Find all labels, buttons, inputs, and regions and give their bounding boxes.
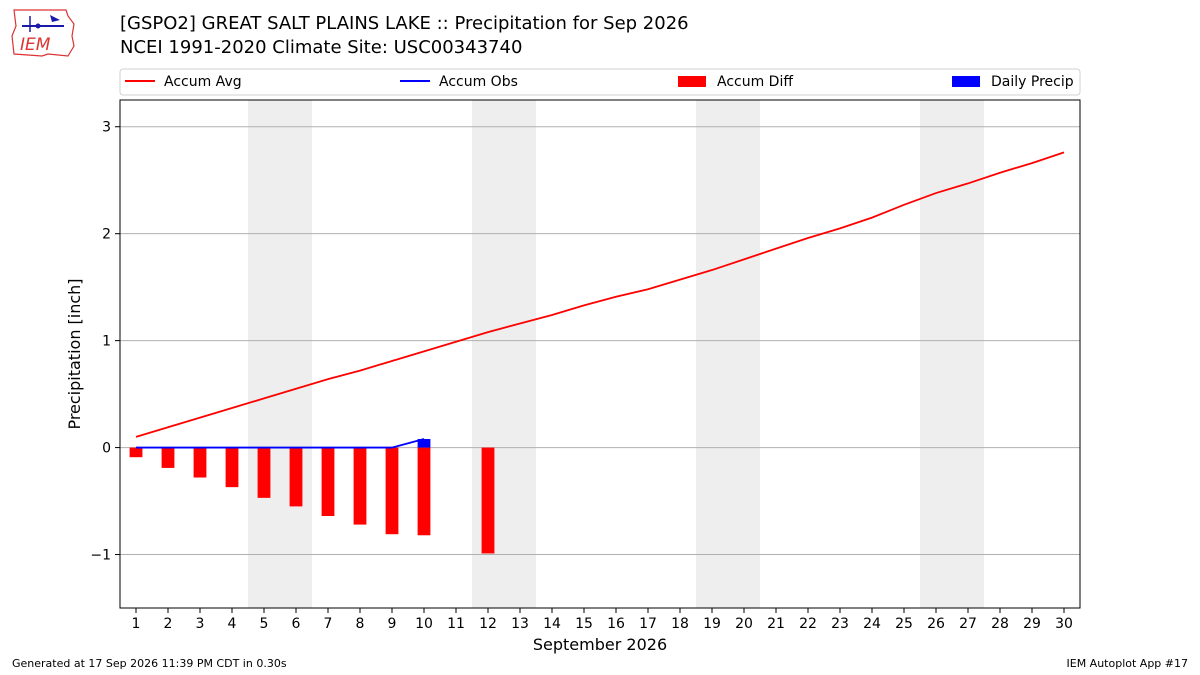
y-axis-label: Precipitation [inch] [65, 278, 84, 429]
chart-subtitle: NCEI 1991-2020 Climate Site: USC00343740 [120, 37, 523, 58]
x-tick-label: 10 [415, 616, 433, 632]
weekend-band [248, 100, 312, 608]
footer-app: IEM Autoplot App #17 [1066, 657, 1189, 670]
x-tick-label: 8 [356, 616, 365, 632]
weekend-band [920, 100, 984, 608]
x-tick-label: 3 [196, 616, 205, 632]
x-tick-label: 2 [164, 616, 173, 632]
x-tick-label: 13 [511, 616, 529, 632]
x-tick-label: 23 [831, 616, 849, 632]
x-tick-label: 19 [703, 616, 721, 632]
x-tick-label: 15 [575, 616, 593, 632]
x-axis-label: September 2026 [533, 635, 667, 654]
weekend-band [696, 100, 760, 608]
accum-diff-bar [193, 447, 207, 478]
iem-logo: IEM [11, 9, 75, 57]
accum-diff-bar [481, 447, 495, 554]
accum-diff-bar [385, 447, 399, 535]
x-tick-label: 26 [927, 616, 945, 632]
x-tick-label: 29 [1023, 616, 1041, 632]
x-tick-label: 28 [991, 616, 1009, 632]
legend-label: Daily Precip [991, 74, 1074, 90]
accum-avg-line [135, 151, 1065, 438]
x-tick-label: 25 [895, 616, 913, 632]
y-tick-label: 1 [102, 334, 111, 350]
daily-precip-bar [417, 439, 431, 448]
x-tick-label: 24 [863, 616, 881, 632]
x-tick-label: 11 [447, 616, 465, 632]
accum-diff-bar [321, 447, 335, 517]
y-tick-label: 2 [102, 227, 111, 243]
x-tick-label: 9 [388, 616, 397, 632]
x-tick-label: 21 [767, 616, 785, 632]
x-tick-label: 30 [1055, 616, 1073, 632]
x-tick-label: 27 [959, 616, 977, 632]
footer-generated: Generated at 17 Sep 2026 11:39 PM CDT in… [12, 657, 287, 670]
x-tick-label: 22 [799, 616, 817, 632]
accum-diff-bar [161, 447, 175, 468]
x-tick-label: 20 [735, 616, 753, 632]
y-tick-label: 0 [102, 441, 111, 457]
x-tick-label: 7 [324, 616, 333, 632]
legend-swatch [678, 76, 706, 87]
plot-frame [119, 99, 1081, 609]
x-tick-label: 18 [671, 616, 689, 632]
x-tick-label: 1 [132, 616, 141, 632]
logo-text: IEM [20, 35, 51, 55]
y-tick-label: −1 [90, 548, 111, 564]
x-tick-label: 5 [260, 616, 269, 632]
x-tick-label: 16 [607, 616, 625, 632]
x-tick-label: 14 [543, 616, 561, 632]
accum-diff-bar [353, 447, 367, 525]
legend-label: Accum Avg [164, 74, 242, 90]
y-tick-label: 3 [102, 120, 111, 136]
legend-label: Accum Obs [439, 74, 518, 90]
x-tick-label: 12 [479, 616, 497, 632]
accum-diff-bar [225, 447, 239, 488]
legend-box [119, 68, 1081, 96]
chart-title: [GSPO2] GREAT SALT PLAINS LAKE :: Precip… [120, 13, 689, 34]
legend-swatch [952, 76, 980, 87]
accum-diff-bar [129, 447, 143, 458]
x-tick-label: 4 [228, 616, 237, 632]
accum-diff-bar [417, 447, 431, 536]
x-tick-label: 17 [639, 616, 657, 632]
accum-obs-line [136, 438, 425, 449]
accum-diff-bar [257, 447, 271, 498]
accum-diff-bar [289, 447, 303, 507]
x-tick-label: 6 [292, 616, 301, 632]
legend-label: Accum Diff [717, 74, 793, 90]
